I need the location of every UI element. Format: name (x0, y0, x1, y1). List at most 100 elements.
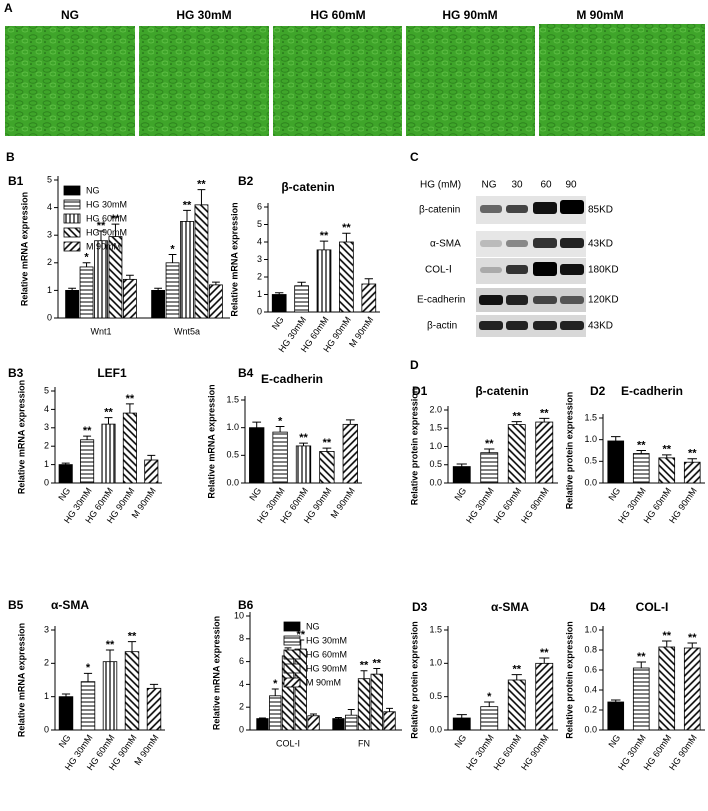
y-tick-label: 0.5 (429, 459, 442, 469)
band (480, 240, 502, 247)
y-tick-label: 0 (44, 724, 49, 734)
significance: ** (485, 438, 494, 450)
error-bar (61, 462, 70, 465)
error-bar (319, 240, 329, 250)
band (506, 205, 528, 213)
x-tick-label: HG 90mM (519, 733, 551, 772)
micrograph (406, 26, 535, 136)
legend-swatch (63, 185, 81, 196)
y-tick-label: 0.4 (584, 684, 597, 694)
error-bar (97, 230, 105, 241)
bar (80, 681, 96, 731)
band (533, 238, 557, 248)
y-tick-label: 1.5 (226, 394, 239, 404)
error-bar (484, 701, 495, 707)
bar (271, 294, 287, 313)
lane-label: 30 (511, 180, 523, 191)
bar (122, 278, 137, 319)
x-tick-label: NG (606, 733, 622, 750)
significance: ** (688, 448, 697, 460)
bar (370, 673, 383, 731)
bar (480, 706, 499, 731)
legend-label: HG 60mM (86, 213, 127, 223)
bar (452, 717, 471, 731)
image-label: HG 90mM (442, 8, 497, 22)
micrograph (5, 26, 135, 136)
bar (79, 266, 94, 319)
legend-swatch (63, 241, 81, 252)
bar (144, 459, 159, 484)
legend-label: M 90mM (306, 677, 341, 687)
chart-title: COL-I (636, 600, 669, 614)
y-axis-label: Relative mRNA expression (206, 384, 216, 498)
error-bar (168, 254, 177, 263)
bar (269, 695, 282, 731)
band (560, 238, 584, 248)
bar (658, 646, 676, 731)
legend-label: NG (306, 621, 320, 631)
y-tick-label: 6 (239, 656, 244, 666)
panel-label: D1 (412, 384, 428, 398)
lane-label: NG (482, 180, 497, 191)
panel-label: A (4, 1, 13, 15)
error-bar (345, 419, 355, 425)
significance: ** (662, 630, 671, 642)
y-tick-label: 3 (257, 254, 262, 264)
bar (632, 667, 650, 731)
bar (294, 285, 309, 313)
bar (58, 464, 73, 484)
bar (124, 651, 140, 731)
band (506, 240, 528, 247)
bar (480, 452, 499, 484)
panel-label: C (410, 150, 419, 164)
significance: ** (637, 651, 646, 663)
significance: ** (83, 425, 92, 437)
x-tick-label: HG 90mM (519, 486, 551, 525)
panel-label: B1 (8, 174, 24, 188)
micrograph (273, 26, 402, 136)
significance: * (278, 415, 283, 427)
y-tick-label: 0.6 (584, 664, 597, 674)
western-blot (476, 196, 586, 337)
bar (272, 431, 288, 484)
blot-protein: α-SMA (430, 239, 461, 250)
error-bar (456, 714, 467, 718)
band (533, 202, 557, 214)
significance: ** (106, 639, 115, 651)
y-tick-label: 1.0 (429, 658, 442, 668)
y-tick-label: 2 (47, 257, 52, 267)
band (506, 295, 528, 305)
error-bar (82, 262, 91, 267)
error-bar (636, 450, 646, 454)
error-bar (364, 278, 373, 284)
bar (249, 427, 265, 484)
y-tick-label: 3 (44, 422, 49, 432)
micrograph (139, 26, 269, 136)
bar (361, 283, 377, 313)
panel-label: B6 (238, 598, 254, 612)
error-bar (154, 287, 163, 291)
significance: ** (372, 657, 381, 669)
image-label: HG 30mM (176, 8, 231, 22)
bar (683, 461, 701, 484)
bar (295, 445, 312, 484)
y-tick-label: 10 (234, 610, 244, 620)
panel-label: B4 (238, 366, 254, 380)
y-tick-label: 0.0 (429, 477, 442, 487)
error-bar (687, 642, 697, 648)
y-tick-label: 4 (44, 404, 49, 414)
band (533, 262, 557, 276)
error-bar (297, 281, 306, 286)
blot-size: 43KD (588, 321, 613, 332)
blot-size: 85KD (588, 205, 613, 216)
legend-label: NG (86, 185, 100, 195)
bar (294, 648, 307, 731)
y-tick-label: 4 (47, 202, 52, 212)
significance: ** (512, 411, 521, 423)
image-label: M 90mM (576, 8, 623, 22)
error-bar (511, 421, 522, 425)
error-bar (61, 693, 71, 697)
y-tick-label: 1.0 (584, 624, 597, 634)
error-bar (252, 421, 262, 428)
error-bar (662, 640, 672, 647)
